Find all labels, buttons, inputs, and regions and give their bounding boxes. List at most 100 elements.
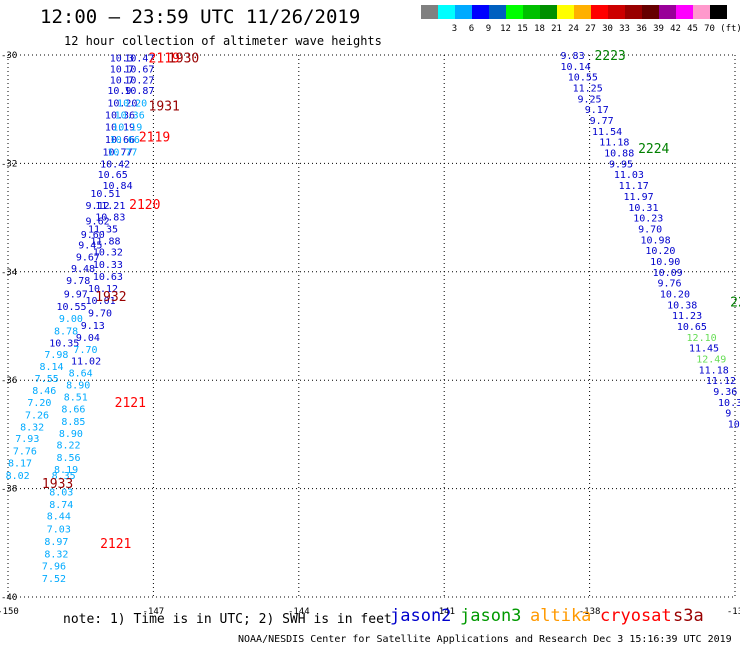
mission-cryosat: cryosat: [600, 606, 672, 626]
swh-label: 9.76: [657, 279, 681, 290]
legend-swatch: [472, 5, 489, 19]
swh-label: 9.17: [585, 105, 609, 116]
lat-tick-label: -40: [1, 593, 17, 603]
swh-label: 8.22: [56, 441, 80, 452]
swh-label: 8.35: [52, 471, 76, 482]
legend-label: 39: [653, 24, 664, 34]
swh-label: 7.03: [47, 525, 71, 536]
swh-label: 9.60: [81, 230, 105, 241]
swh-label: 8.90: [59, 429, 83, 440]
time-label: 2120: [129, 198, 160, 213]
swh-label: 10.66: [110, 135, 140, 146]
swh-label: 7.26: [25, 410, 49, 421]
legend-swatch: [676, 5, 693, 19]
legend-swatch: [693, 5, 710, 19]
swh-label: 10.51: [90, 189, 120, 200]
legend-label: 27: [585, 24, 596, 34]
swh-label: 10.47: [124, 54, 154, 65]
swh-label: 8.90: [66, 381, 90, 392]
swh-label: 11.03: [614, 170, 644, 181]
swh-label: 9.04: [76, 333, 100, 344]
mission-jason2: jason2: [390, 606, 452, 626]
swh-label: 9.48: [71, 264, 95, 275]
swh-label: 12.49: [696, 355, 726, 366]
legend-swatch: [710, 5, 727, 19]
swh-label: 11.18: [699, 365, 729, 376]
legend-label: 70: [704, 24, 715, 34]
swh-label: 10.20: [645, 246, 675, 257]
legend-label: 42: [670, 24, 681, 34]
legend-label: 21: [551, 24, 562, 34]
swh-label: 8.46: [32, 386, 56, 397]
legend-label: 45: [687, 24, 698, 34]
swh-label: 10.20: [107, 99, 137, 110]
swh-label: 10.63: [93, 272, 123, 283]
swh-label: 8.03: [49, 487, 73, 498]
lat-tick-label: -36: [1, 376, 17, 386]
legend-label: 9: [485, 24, 492, 34]
swh-label: 11.25: [573, 84, 603, 95]
swh-label: 10.83: [95, 213, 125, 224]
swh-label: 10.88: [604, 149, 634, 160]
swh-label: 10.35: [49, 338, 79, 349]
swh-label: 11.97: [624, 192, 654, 203]
time-label: 1930: [168, 52, 199, 67]
legend-label: 30: [602, 24, 613, 34]
legend-label: 33: [619, 24, 630, 34]
map-subtitle: 12 hour collection of altimeter wave hei…: [64, 34, 382, 48]
lon-tick-label: -141: [433, 607, 455, 617]
legend-swatch: [506, 5, 523, 19]
swh-label: 9.77: [590, 116, 614, 127]
swh-label: 10.36: [105, 111, 135, 122]
swh-label: 10.36: [115, 111, 145, 122]
swh-label: 10.65: [677, 322, 707, 333]
swh-label: 10.42: [100, 159, 130, 170]
lat-tick-label: -34: [1, 268, 17, 278]
swh-label: 8.14: [40, 362, 64, 373]
legend-swatch: [608, 5, 625, 19]
swh-label: 7.96: [42, 562, 66, 573]
swh-label: 10.14: [561, 62, 591, 73]
mission-jason3: jason3: [460, 606, 522, 626]
swh-label: 11.88: [90, 236, 120, 247]
swh-label: 9: [725, 409, 731, 420]
legend-swatch: [625, 5, 642, 19]
swh-label: 10.27: [124, 75, 154, 86]
swh-label: 9.45: [78, 241, 102, 252]
swh-label: 8.78: [54, 326, 78, 337]
swh-label: 11.12: [706, 376, 736, 387]
swh-label: 8.66: [61, 404, 85, 415]
swh-label: 9.70: [88, 308, 112, 319]
time-label: 2224: [638, 142, 669, 157]
swh-label: 9.00: [59, 314, 83, 325]
lat-tick-label: -30: [1, 51, 17, 61]
swh-label: 9.95: [609, 159, 633, 170]
swh-label: 10.3: [718, 398, 740, 409]
legend-unit: (ft): [720, 24, 740, 34]
swh-label: 7.55: [35, 374, 59, 385]
lon-tick-label: -138: [579, 607, 601, 617]
swh-label: 9.25: [577, 94, 601, 105]
swh-label: 10.90: [650, 257, 680, 268]
legend-label: 12: [500, 24, 511, 34]
swh-label: 10.7: [110, 65, 134, 76]
time-label: 1932: [95, 290, 126, 305]
swh-label: 11.18: [599, 138, 629, 149]
swh-label: 11.23: [672, 311, 702, 322]
legend-swatch: [540, 5, 557, 19]
swh-label: 9.62: [86, 216, 110, 227]
swh-label: 9.78: [66, 276, 90, 287]
lon-tick-label: -13: [727, 607, 740, 617]
map-title: 12:00 – 23:59 UTC 11/26/2019: [40, 6, 361, 28]
swh-label: 9.70: [638, 224, 662, 235]
time-label: 1931: [149, 99, 180, 114]
legend-swatch: [557, 5, 574, 19]
legend-swatch: [642, 5, 659, 19]
lon-tick-label: -144: [288, 607, 310, 617]
swh-label: 7.20: [27, 398, 51, 409]
credit-line: NOAA/NESDIS Center for Satellite Applica…: [238, 634, 732, 645]
legend-label: 36: [636, 24, 647, 34]
swh-label: 10.38: [667, 300, 697, 311]
swh-label: 10.01: [86, 296, 116, 307]
legend-swatch: [489, 5, 506, 19]
